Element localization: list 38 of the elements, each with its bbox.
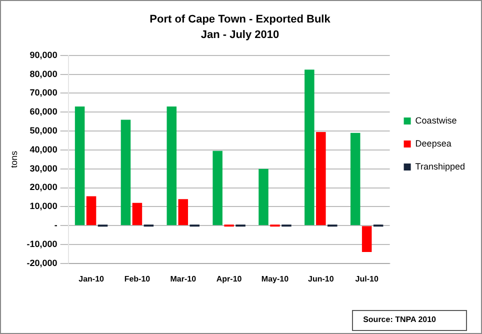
- y-tick-label: 70,000: [30, 88, 58, 98]
- x-tick-label: Feb-10: [124, 274, 151, 284]
- bar: [258, 168, 268, 226]
- y-tick-label: 30,000: [30, 163, 58, 174]
- y-tick-label: 50,000: [30, 126, 58, 136]
- bar: [316, 132, 326, 226]
- y-axis-title: tons: [8, 150, 19, 168]
- x-tick-label: Mar-10: [170, 274, 197, 284]
- y-tick-label: 20,000: [30, 182, 58, 192]
- legend-label: Deepsea: [415, 138, 452, 148]
- x-tick-label: Jul-10: [355, 274, 379, 284]
- x-tick-label: Jan-10: [78, 274, 105, 284]
- x-tick-label: Jun-10: [308, 274, 334, 284]
- bar: [74, 106, 85, 226]
- y-tick-label: 60,000: [30, 106, 58, 117]
- y-tick-label: 90,000: [30, 50, 58, 60]
- bar: [132, 202, 142, 226]
- chart-subtitle: Jan - July 2010: [200, 28, 280, 41]
- bar: [362, 226, 372, 252]
- bar: [178, 199, 188, 226]
- y-tick-label: -10,000: [26, 238, 58, 249]
- bar: [166, 106, 177, 226]
- y-tick-label: 40,000: [30, 144, 58, 154]
- source-note: Source: TNPA 2010: [352, 310, 467, 331]
- y-tick-label: -: [54, 220, 58, 230]
- legend-label: Transhipped: [415, 161, 466, 172]
- bar: [304, 70, 314, 226]
- bar: [86, 196, 96, 226]
- x-tick-label: May-10: [261, 274, 290, 284]
- chart-title: Port of Cape Town - Exported Bulk: [150, 14, 332, 26]
- y-tick-label: -20,000: [26, 258, 58, 268]
- bar: [350, 132, 360, 226]
- x-tick-label: Apr-10: [216, 274, 242, 284]
- legend-label: Coastwise: [415, 115, 457, 126]
- bar: [120, 120, 131, 226]
- bar: [212, 150, 222, 226]
- y-tick-label: 10,000: [30, 201, 58, 212]
- y-tick-label: 80,000: [30, 68, 58, 79]
